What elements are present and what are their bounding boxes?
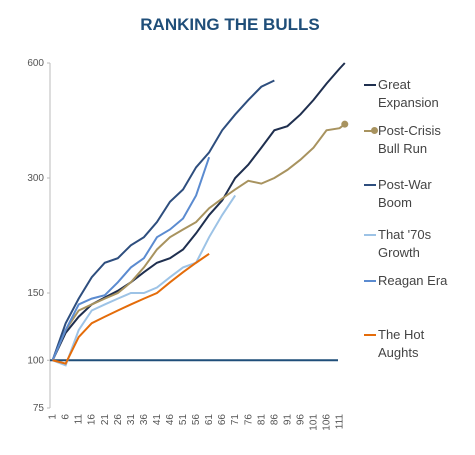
x-tick-label: 41	[152, 414, 163, 426]
x-tick-label: 66	[217, 414, 228, 426]
series-line	[52, 252, 210, 365]
legend-swatch	[364, 280, 376, 282]
x-tick-label: 96	[295, 414, 306, 426]
legend-label: Post-War Boom	[378, 177, 432, 210]
legend-swatch	[364, 234, 376, 236]
x-tick-label: 106	[322, 414, 333, 431]
x-tick-label: 11	[74, 414, 85, 425]
x-tick-label: 21	[100, 414, 111, 426]
x-tick-label: 71	[230, 414, 241, 426]
x-tick-label: 61	[204, 414, 215, 426]
series-line	[51, 62, 346, 361]
y-tick-label: 75	[33, 403, 45, 414]
x-tick-label: 101	[308, 414, 319, 431]
x-tick-label: 26	[113, 414, 124, 426]
legend-swatch	[364, 84, 376, 86]
x-tick-label: 56	[191, 414, 202, 426]
series-line	[51, 156, 211, 361]
x-tick-label: 76	[243, 414, 254, 426]
end-marker	[341, 120, 349, 128]
legend-label: The Hot Aughts	[378, 327, 425, 360]
series-line	[51, 79, 275, 361]
y-tick-label: 300	[27, 173, 44, 184]
x-tick-label: 31	[126, 414, 137, 426]
x-tick-label: 81	[256, 414, 267, 426]
legend-item: Post-War Boom	[364, 172, 472, 216]
chart-title: RANKING THE BULLS	[140, 15, 319, 34]
x-tick-label: 16	[87, 414, 98, 426]
legend-label: Great Expansion	[378, 77, 439, 110]
x-tick-label: 6	[61, 414, 72, 420]
legend-swatch	[364, 334, 376, 336]
legend-item: Reagan Era	[364, 268, 472, 312]
legend-label: Reagan Era	[378, 273, 448, 288]
y-tick-label: 100	[27, 355, 44, 366]
legend-swatch	[364, 130, 376, 132]
series-line	[52, 194, 237, 367]
x-tick-label: 111	[335, 414, 346, 430]
y-tick-label: 600	[27, 58, 44, 69]
x-tick-label: 91	[282, 414, 293, 426]
y-tick-label: 150	[27, 288, 44, 299]
x-tick-label: 36	[139, 414, 150, 426]
legend-label: Post-Crisis Bull Run	[378, 123, 441, 156]
x-tick-label: 1	[48, 414, 59, 420]
series-line	[51, 123, 346, 361]
legend-item: That '70s Growth	[364, 222, 472, 266]
legend-item: Post-Crisis Bull Run	[364, 118, 472, 162]
x-tick-label: 51	[178, 414, 189, 426]
legend-item: The Hot Aughts	[364, 322, 472, 366]
legend-item: Great Expansion	[364, 72, 472, 116]
x-tick-label: 46	[165, 414, 176, 426]
x-tick-label: 86	[269, 414, 280, 426]
legend-label: That '70s Growth	[378, 227, 432, 260]
legend-swatch	[364, 184, 376, 186]
legend-marker	[371, 127, 378, 134]
